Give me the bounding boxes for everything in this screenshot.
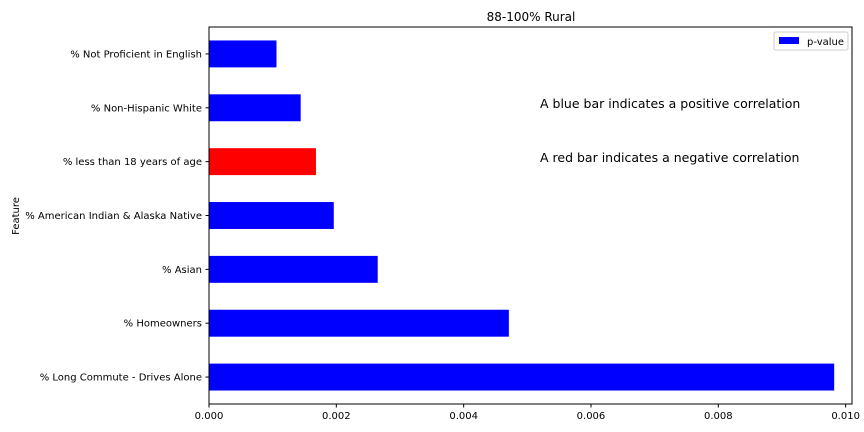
annotation-positive: A blue bar indicates a positive correlat… xyxy=(540,96,800,111)
y-tick-label: % Homeowners xyxy=(124,319,202,330)
bar xyxy=(209,309,509,337)
chart-title: 88-100% Rural xyxy=(487,10,576,24)
y-tick-label: % Non-Hispanic White xyxy=(91,103,202,114)
legend-swatch xyxy=(779,37,799,44)
bar xyxy=(209,148,316,176)
x-tick-label: 0.010 xyxy=(831,411,860,422)
bar xyxy=(209,94,301,122)
y-axis-label: Feature xyxy=(11,197,22,235)
bar xyxy=(209,255,378,283)
annotation-negative: A red bar indicates a negative correlati… xyxy=(540,150,799,165)
y-ticks-group: % Long Commute - Drives Alone % Homeowner… xyxy=(25,49,209,384)
y-tick-label: % Asian xyxy=(162,265,202,276)
y-tick-label: % Long Commute - Drives Alone xyxy=(40,373,202,384)
y-tick-label: % Not Proficient in English xyxy=(70,49,202,60)
x-tick-label: 0.008 xyxy=(704,411,733,422)
y-tick-label: % American Indian & Alaska Native xyxy=(25,211,202,222)
x-tick-label: 0.000 xyxy=(195,411,224,422)
legend-label: p-value xyxy=(807,37,844,48)
bar xyxy=(209,40,277,68)
x-tick-label: 0.004 xyxy=(449,411,478,422)
plot-frame xyxy=(208,26,853,405)
legend: p-value xyxy=(773,31,849,51)
x-ticks-group: 0.000 0.002 0.004 0.006 0.008 0.010 xyxy=(195,404,860,422)
bars-group xyxy=(209,40,835,391)
x-tick-label: 0.006 xyxy=(577,411,606,422)
y-tick-label: % less than 18 years of age xyxy=(63,157,202,168)
bar xyxy=(209,202,334,229)
x-tick-label: 0.002 xyxy=(322,411,351,422)
legend-box xyxy=(773,31,849,51)
bar xyxy=(209,363,835,391)
